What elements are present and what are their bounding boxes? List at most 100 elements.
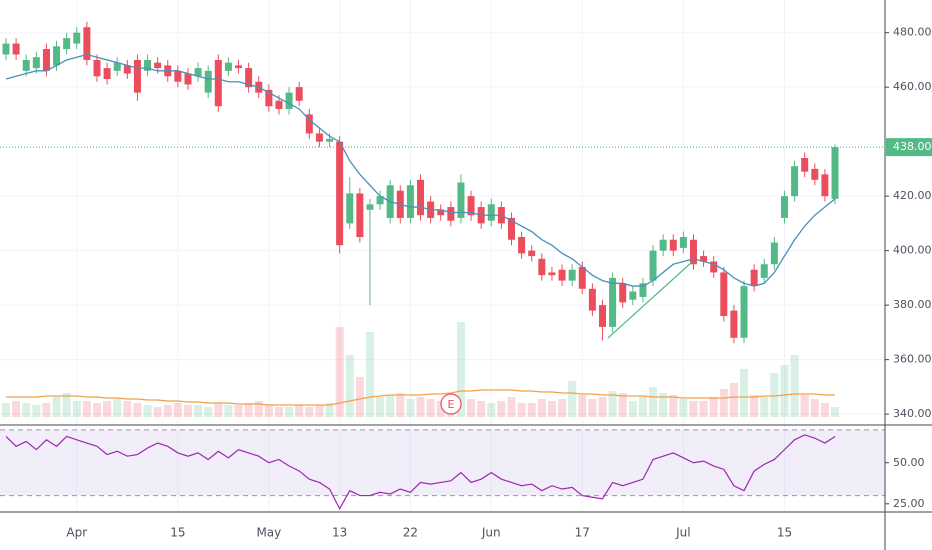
volume-bar xyxy=(335,327,344,417)
volume-bar xyxy=(224,405,233,417)
volume-bar xyxy=(82,401,91,417)
candle-body xyxy=(548,272,556,276)
candle-body xyxy=(588,288,596,311)
volume-bar xyxy=(568,381,577,417)
volume-bar xyxy=(315,405,324,417)
y-tick-label: 420.00 xyxy=(893,189,932,202)
volume-ma-line xyxy=(6,389,836,406)
volume-bar xyxy=(173,403,182,417)
candle-body xyxy=(194,68,202,77)
candle-body xyxy=(518,237,526,254)
volume-bar xyxy=(426,399,435,417)
volume-bar xyxy=(355,377,364,417)
x-tick-label: 22 xyxy=(403,526,418,540)
candle-body xyxy=(710,261,718,273)
volume-bar xyxy=(477,401,486,417)
candle-body xyxy=(32,57,40,69)
y-tick-label: 360.00 xyxy=(893,353,932,366)
candle-body xyxy=(700,256,708,262)
y-tick-label: 400.00 xyxy=(893,244,932,257)
volume-bar xyxy=(32,405,41,417)
candle-body xyxy=(578,266,586,289)
candle-body xyxy=(720,272,728,317)
volume-bar xyxy=(436,401,445,417)
candle-body xyxy=(326,138,334,142)
volume-bar xyxy=(628,401,637,417)
candle-body xyxy=(224,62,232,71)
y-tick-label: 480.00 xyxy=(893,26,932,39)
volume-bar xyxy=(406,399,415,417)
candle-body xyxy=(366,204,374,210)
candle-body xyxy=(508,217,515,240)
volume-bar xyxy=(638,397,647,417)
candle-body xyxy=(609,277,617,327)
candle-body xyxy=(285,92,293,109)
candle-body xyxy=(669,239,677,251)
volume-bar xyxy=(689,401,698,417)
rsi-pane xyxy=(0,429,885,510)
candle-body xyxy=(356,193,364,238)
candle-body xyxy=(336,141,344,246)
candle-body xyxy=(42,49,50,71)
volume-bar xyxy=(467,399,476,417)
candle-body xyxy=(619,283,627,303)
volume-bar xyxy=(588,399,597,417)
volume-bar xyxy=(52,397,61,417)
volume-bar xyxy=(113,399,122,417)
volume-bar xyxy=(608,391,617,417)
volume-bar xyxy=(790,355,799,417)
candle-body xyxy=(346,193,354,224)
volume-bar xyxy=(497,401,506,417)
volume-bar xyxy=(770,373,779,417)
volume-bar xyxy=(831,407,840,417)
candle-body xyxy=(679,237,687,248)
candle-body xyxy=(821,174,829,197)
last-price-label: 438.00 xyxy=(893,140,932,153)
candle-body xyxy=(568,269,576,281)
candle-body xyxy=(558,269,566,281)
rsi-tick-label: 50.00 xyxy=(893,456,925,469)
candle-body xyxy=(538,258,546,276)
candle-body xyxy=(184,73,192,85)
y-tick-label: 460.00 xyxy=(893,80,932,93)
candle-body xyxy=(113,62,121,71)
volume-bar xyxy=(92,403,101,417)
candle-body xyxy=(791,166,799,197)
candle-body xyxy=(204,70,212,93)
candle-body xyxy=(417,179,425,216)
volume-bar xyxy=(598,397,607,417)
volume-bar xyxy=(305,407,314,417)
volume-bar xyxy=(760,397,769,417)
volume-bar xyxy=(42,403,51,417)
price-pane xyxy=(0,21,885,344)
x-tick-label: May xyxy=(256,526,281,540)
candle-body xyxy=(528,250,536,257)
candle-body xyxy=(214,59,222,107)
candle-body xyxy=(144,59,152,71)
candle-body xyxy=(154,62,162,69)
candle-body xyxy=(689,239,697,265)
volume-bar xyxy=(729,383,738,417)
volume-bar xyxy=(234,405,243,417)
volume-bar xyxy=(719,389,728,417)
volume-bar xyxy=(123,401,132,417)
candle-body xyxy=(437,209,445,216)
volume-bar xyxy=(740,369,749,417)
candle-body xyxy=(53,46,61,66)
candle-body xyxy=(659,239,667,251)
candle-body xyxy=(235,65,243,69)
volume-bar xyxy=(547,401,556,417)
volume-bar xyxy=(780,365,789,417)
rsi-band xyxy=(0,429,885,496)
volume-bar xyxy=(2,403,10,417)
candle-body xyxy=(133,59,141,93)
volume-bar xyxy=(618,393,627,417)
volume-bar xyxy=(244,403,253,417)
volume-bar xyxy=(669,395,678,417)
candle-body xyxy=(93,59,101,77)
candle-body xyxy=(73,32,81,44)
volume-bar xyxy=(103,401,112,417)
candle-body xyxy=(123,65,131,74)
trend-line xyxy=(607,261,693,339)
